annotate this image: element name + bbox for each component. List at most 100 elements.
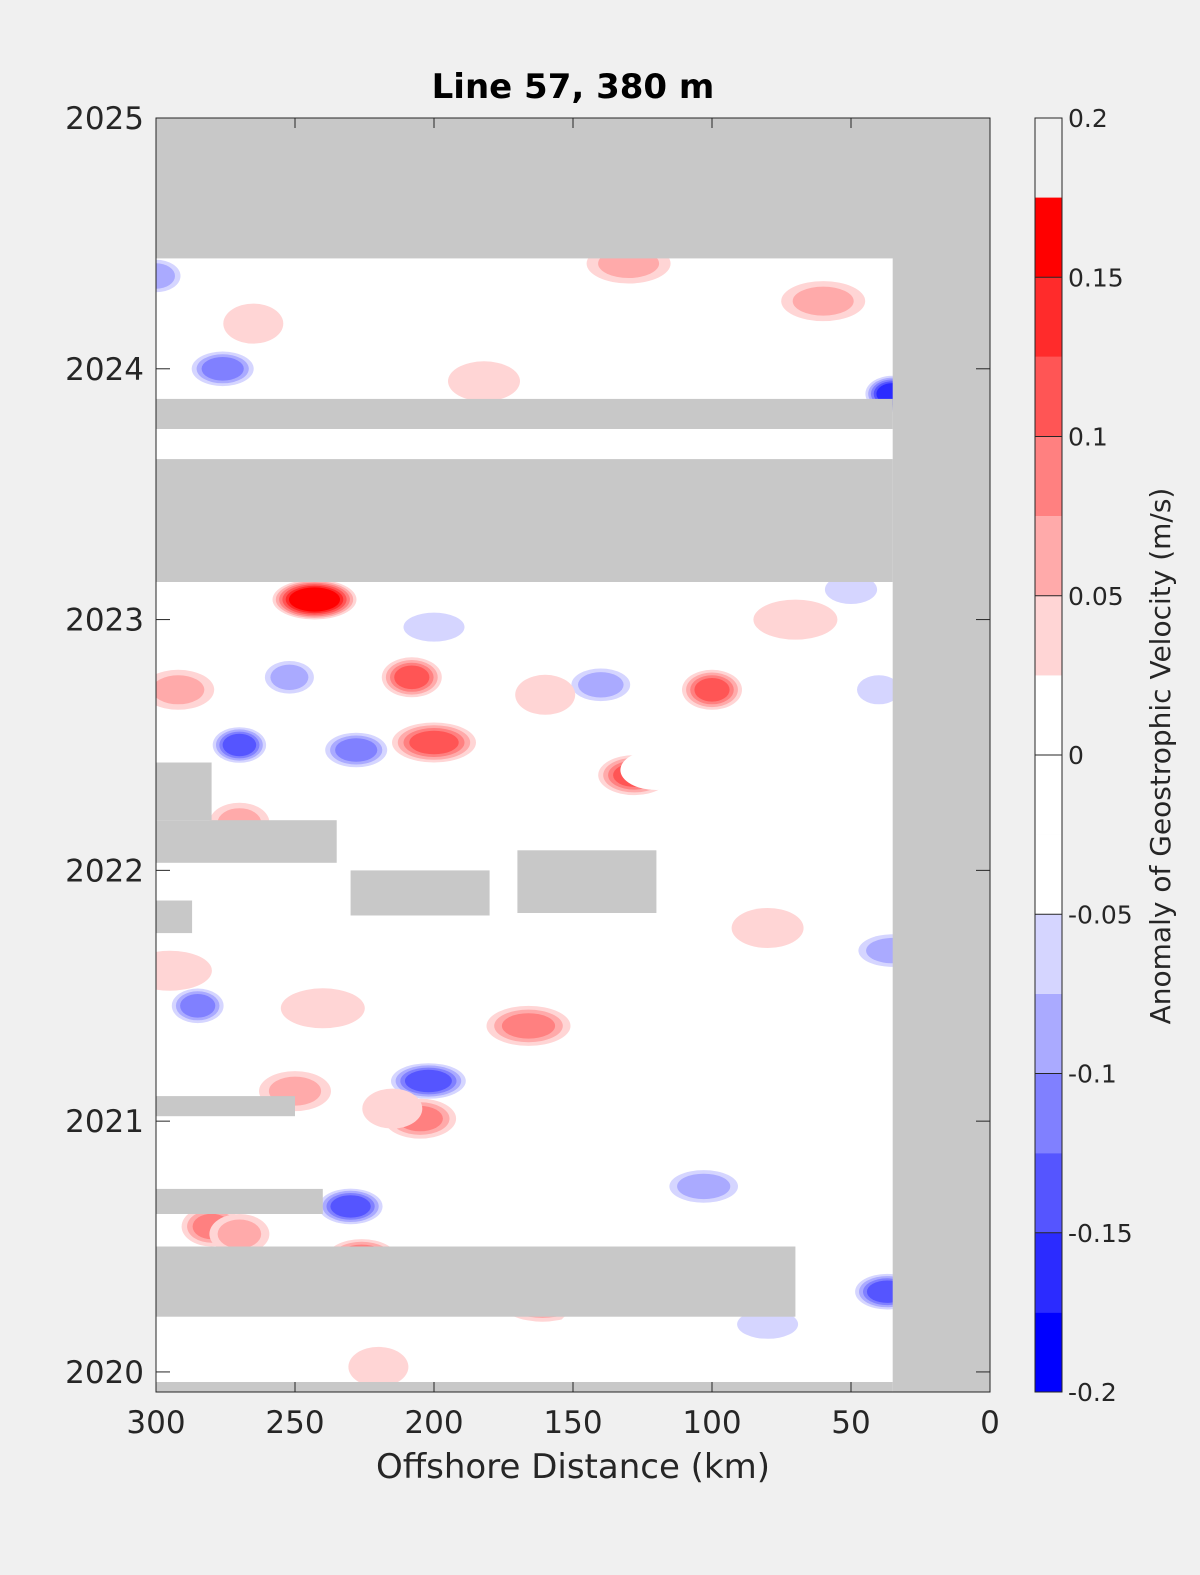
contour-level [515,674,576,715]
colorbar-segment [1035,277,1062,357]
colorbar-tick-label: -0.15 [1068,1219,1133,1248]
anomaly-feature [537,1108,609,1149]
plot-area [156,118,990,1392]
contour-level [737,1309,799,1339]
colorbar-segment [1035,356,1062,437]
chart-title: Line 57, 380 m [432,67,715,107]
colorbar-tick-label: 0 [1068,741,1084,770]
y-tick-label: 2022 [65,853,144,889]
x-tick-label: 200 [404,1405,463,1441]
no-data-region [156,118,990,259]
contour-level [857,675,901,705]
contour-level [403,612,465,642]
colorbar-tick-label: -0.05 [1068,900,1133,929]
colorbar-tick-label: 0.05 [1068,582,1124,611]
y-tick-label: 2023 [65,603,144,639]
colorbar-tick-label: -0.2 [1068,1378,1117,1407]
x-tick-label: 150 [543,1405,602,1441]
y-tick-label: 2020 [65,1355,144,1391]
anomaly-feature [392,722,476,763]
anomaly-feature [156,256,186,296]
colorbar-segment [1035,993,1062,1074]
contour-level [280,988,365,1029]
contour-level [156,263,175,289]
contour-level [792,286,854,316]
no-data-region [517,850,657,913]
anomaly-feature [558,1306,643,1347]
anomaly-feature [682,669,742,710]
colorbar-segment [1035,1232,1062,1313]
contour-level [330,1195,371,1218]
x-tick-label: 100 [682,1405,741,1441]
anomaly-feature [448,361,520,402]
contour-level [156,675,205,705]
colorbar-segment [1035,595,1062,676]
colorbar-segment [1035,436,1062,517]
contour-level [578,672,624,698]
contour-level [537,1108,609,1149]
colorbar-label: Anomaly of Geostrophic Velocity (m/s) [1144,488,1177,1025]
colorbar-segment [1035,834,1062,915]
anomaly-feature [592,973,665,1014]
y-tick-label: 2024 [65,352,144,388]
x-tick-label: 250 [265,1405,324,1441]
colorbar-segment [1035,516,1062,596]
anomaly-feature [392,607,476,648]
anomaly-feature [348,1346,409,1387]
y-tick-label: 2021 [65,1104,144,1140]
contour-level [223,303,284,344]
anomaly-feature [486,1005,571,1046]
no-data-regions [156,118,990,1392]
contour-level [558,1306,643,1347]
colorbar-tick-label: 0.2 [1068,104,1108,133]
contour-level [335,738,378,762]
contour-level [620,750,693,790]
colorbar-segment [1035,914,1062,994]
anomaly-feature [320,730,393,770]
anomaly-feature [386,1061,471,1101]
anomaly-feature [156,950,212,991]
anomaly-feature [272,579,357,620]
no-data-region [350,870,490,916]
contour-level [592,973,665,1014]
no-data-region [156,1096,295,1117]
contour-level [409,730,459,755]
x-tick-label: 50 [831,1405,870,1441]
anomaly-field [156,243,935,1387]
contour-level [201,357,244,381]
contour-level [694,678,730,702]
no-data-region [156,1382,893,1392]
x-tick-label: 300 [126,1405,185,1441]
no-data-region [892,118,990,1392]
no-data-region [156,1188,323,1214]
x-axis-label: Offshore Distance (km) [376,1447,770,1487]
no-data-region [156,762,212,821]
anomaly-feature [314,1186,387,1227]
contour-level [677,1173,731,1200]
contour-level [217,1219,262,1249]
y-axis: 2020 2021 2022 2023 2024 2025 [65,101,990,1391]
no-data-region [156,398,893,429]
anomaly-feature [793,1000,854,1041]
colorbar: 0.2 0.15 0.1 0.05 0 -0.05 -0.1 -0.15 -0.2 [1034,104,1133,1407]
no-data-region [156,1246,796,1317]
anomaly-feature [381,657,442,698]
contour-level [222,733,257,757]
anomaly-feature [731,908,804,948]
anomaly-feature [280,988,365,1029]
colorbar-segment [1035,1153,1062,1233]
colorbar-tick-label: -0.1 [1068,1060,1117,1089]
anomaly-feature [156,669,215,710]
colorbar-segment [1035,1073,1062,1154]
contour-level [753,599,838,640]
colorbar-segment [1035,1312,1062,1392]
y-tick-label: 2025 [65,101,144,137]
contour-level [731,908,804,948]
x-axis: 300 250 200 150 100 50 0 [126,118,1000,1441]
anomaly-feature [362,1088,423,1129]
colorbar-segment [1035,197,1062,278]
contour-level [270,664,309,690]
contour-level [292,588,337,611]
